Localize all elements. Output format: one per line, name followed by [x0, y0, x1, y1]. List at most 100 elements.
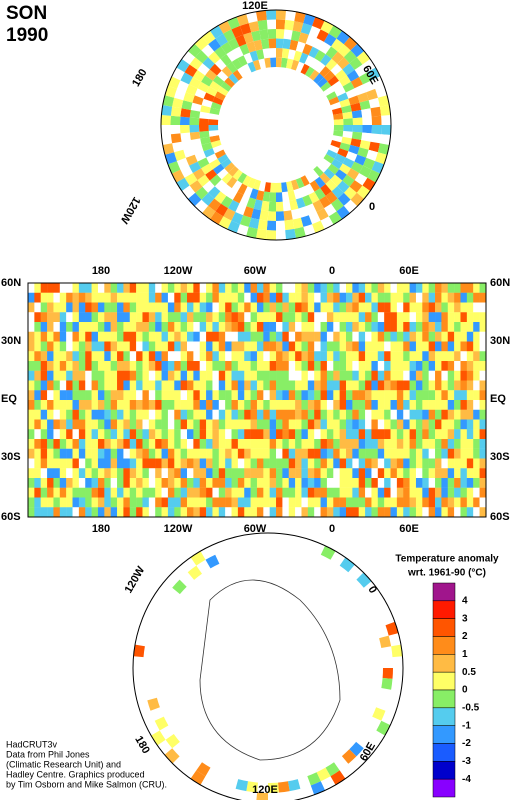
polar-cell	[276, 38, 284, 49]
grid-cell	[193, 400, 200, 410]
polar-cell	[201, 98, 213, 108]
grid-cell	[72, 370, 80, 381]
grid-cell	[250, 468, 258, 479]
grid-cell	[460, 507, 468, 518]
grid-cell	[72, 283, 80, 293]
grid-cell	[333, 302, 340, 313]
grid-cell	[28, 361, 35, 371]
grid-cell	[390, 283, 398, 293]
grid-cell	[136, 322, 143, 332]
grid-cell	[441, 390, 448, 401]
legend-label: -3	[462, 756, 471, 767]
grid-cell	[263, 468, 270, 479]
grid-cell	[161, 400, 169, 410]
grid-cell	[174, 439, 181, 449]
grid-cell	[435, 292, 442, 303]
grid-cell	[85, 341, 92, 352]
grid-cell	[231, 361, 239, 371]
grid-cell	[34, 458, 41, 469]
grid-cell	[403, 468, 410, 479]
polar-cell	[232, 191, 244, 204]
grid-cell	[466, 380, 474, 391]
polar-cell	[359, 140, 371, 150]
polar-cell	[220, 54, 232, 66]
grid-cell	[244, 370, 251, 381]
grid-cell	[352, 478, 359, 488]
grid-cell	[136, 478, 143, 488]
grid-cell	[161, 409, 169, 420]
grid-cell	[66, 409, 73, 420]
grid-cell	[269, 331, 277, 342]
grid-cell	[460, 478, 468, 488]
grid-cell	[377, 409, 385, 420]
polar-cell	[217, 154, 229, 164]
polar-cell	[282, 38, 291, 50]
grid-cell	[40, 292, 48, 303]
grid-cell	[34, 487, 41, 498]
grid-cell	[187, 478, 194, 488]
grid-cell	[263, 487, 270, 498]
grid-cell	[53, 322, 61, 332]
grid-cell	[161, 380, 169, 391]
grid-cell	[396, 302, 404, 313]
grid-cell	[346, 390, 353, 401]
grid-cell	[91, 370, 99, 381]
polar-cell	[376, 720, 391, 736]
grid-cell	[479, 341, 486, 352]
grid-cell	[104, 390, 111, 401]
grid-cell	[212, 351, 220, 362]
grid-cell	[479, 439, 486, 449]
grid-cell	[377, 302, 385, 313]
grid-cell	[244, 419, 251, 430]
polar-cell	[276, 19, 286, 30]
grid-cell	[473, 331, 480, 342]
grid-cell	[377, 341, 385, 352]
polar-cell	[326, 149, 338, 159]
grid-cell	[390, 478, 398, 488]
grid-cell	[117, 312, 124, 323]
grid-cell	[346, 439, 353, 449]
grid-cell	[78, 341, 86, 352]
grid-cell	[288, 448, 296, 459]
polar-cell	[205, 69, 217, 81]
grid-cell	[155, 478, 162, 488]
grid-cell	[295, 312, 302, 323]
grid-cell	[333, 292, 340, 303]
grid-cell	[339, 400, 347, 410]
grid-cell	[78, 312, 86, 323]
grid-cell	[123, 312, 130, 323]
grid-cell	[244, 361, 251, 371]
grid-cell	[371, 478, 379, 488]
grid-cell	[85, 380, 92, 391]
grid-cell	[428, 419, 436, 430]
grid-cell	[276, 458, 283, 469]
grid-cell	[256, 322, 264, 332]
grid-cell	[161, 322, 169, 332]
grid-cell	[320, 283, 328, 293]
grid-cell	[123, 497, 130, 508]
grid-cell	[250, 478, 258, 488]
grid-cell	[237, 312, 245, 323]
grid-cell	[365, 380, 372, 391]
polar-cell	[289, 39, 299, 51]
grid-cell	[390, 439, 398, 449]
grid-cell	[441, 361, 448, 371]
grid-cell	[142, 400, 150, 410]
grid-cell	[40, 478, 48, 488]
grid-cell	[415, 380, 423, 391]
grid-cell	[231, 380, 239, 391]
grid-cell	[212, 390, 220, 401]
grid-cell	[415, 400, 423, 410]
grid-cell	[441, 429, 448, 440]
grid-cell	[155, 439, 162, 449]
polar-cell	[190, 551, 206, 566]
grid-cell	[307, 487, 315, 498]
grid-cell	[460, 400, 468, 410]
grid-cell	[78, 380, 86, 391]
grid-cell	[110, 361, 118, 371]
grid-cell	[403, 341, 410, 352]
grid-cell	[441, 283, 448, 293]
polar-cell	[325, 762, 340, 777]
grid-cell	[384, 292, 391, 303]
grid-cell	[78, 361, 86, 371]
